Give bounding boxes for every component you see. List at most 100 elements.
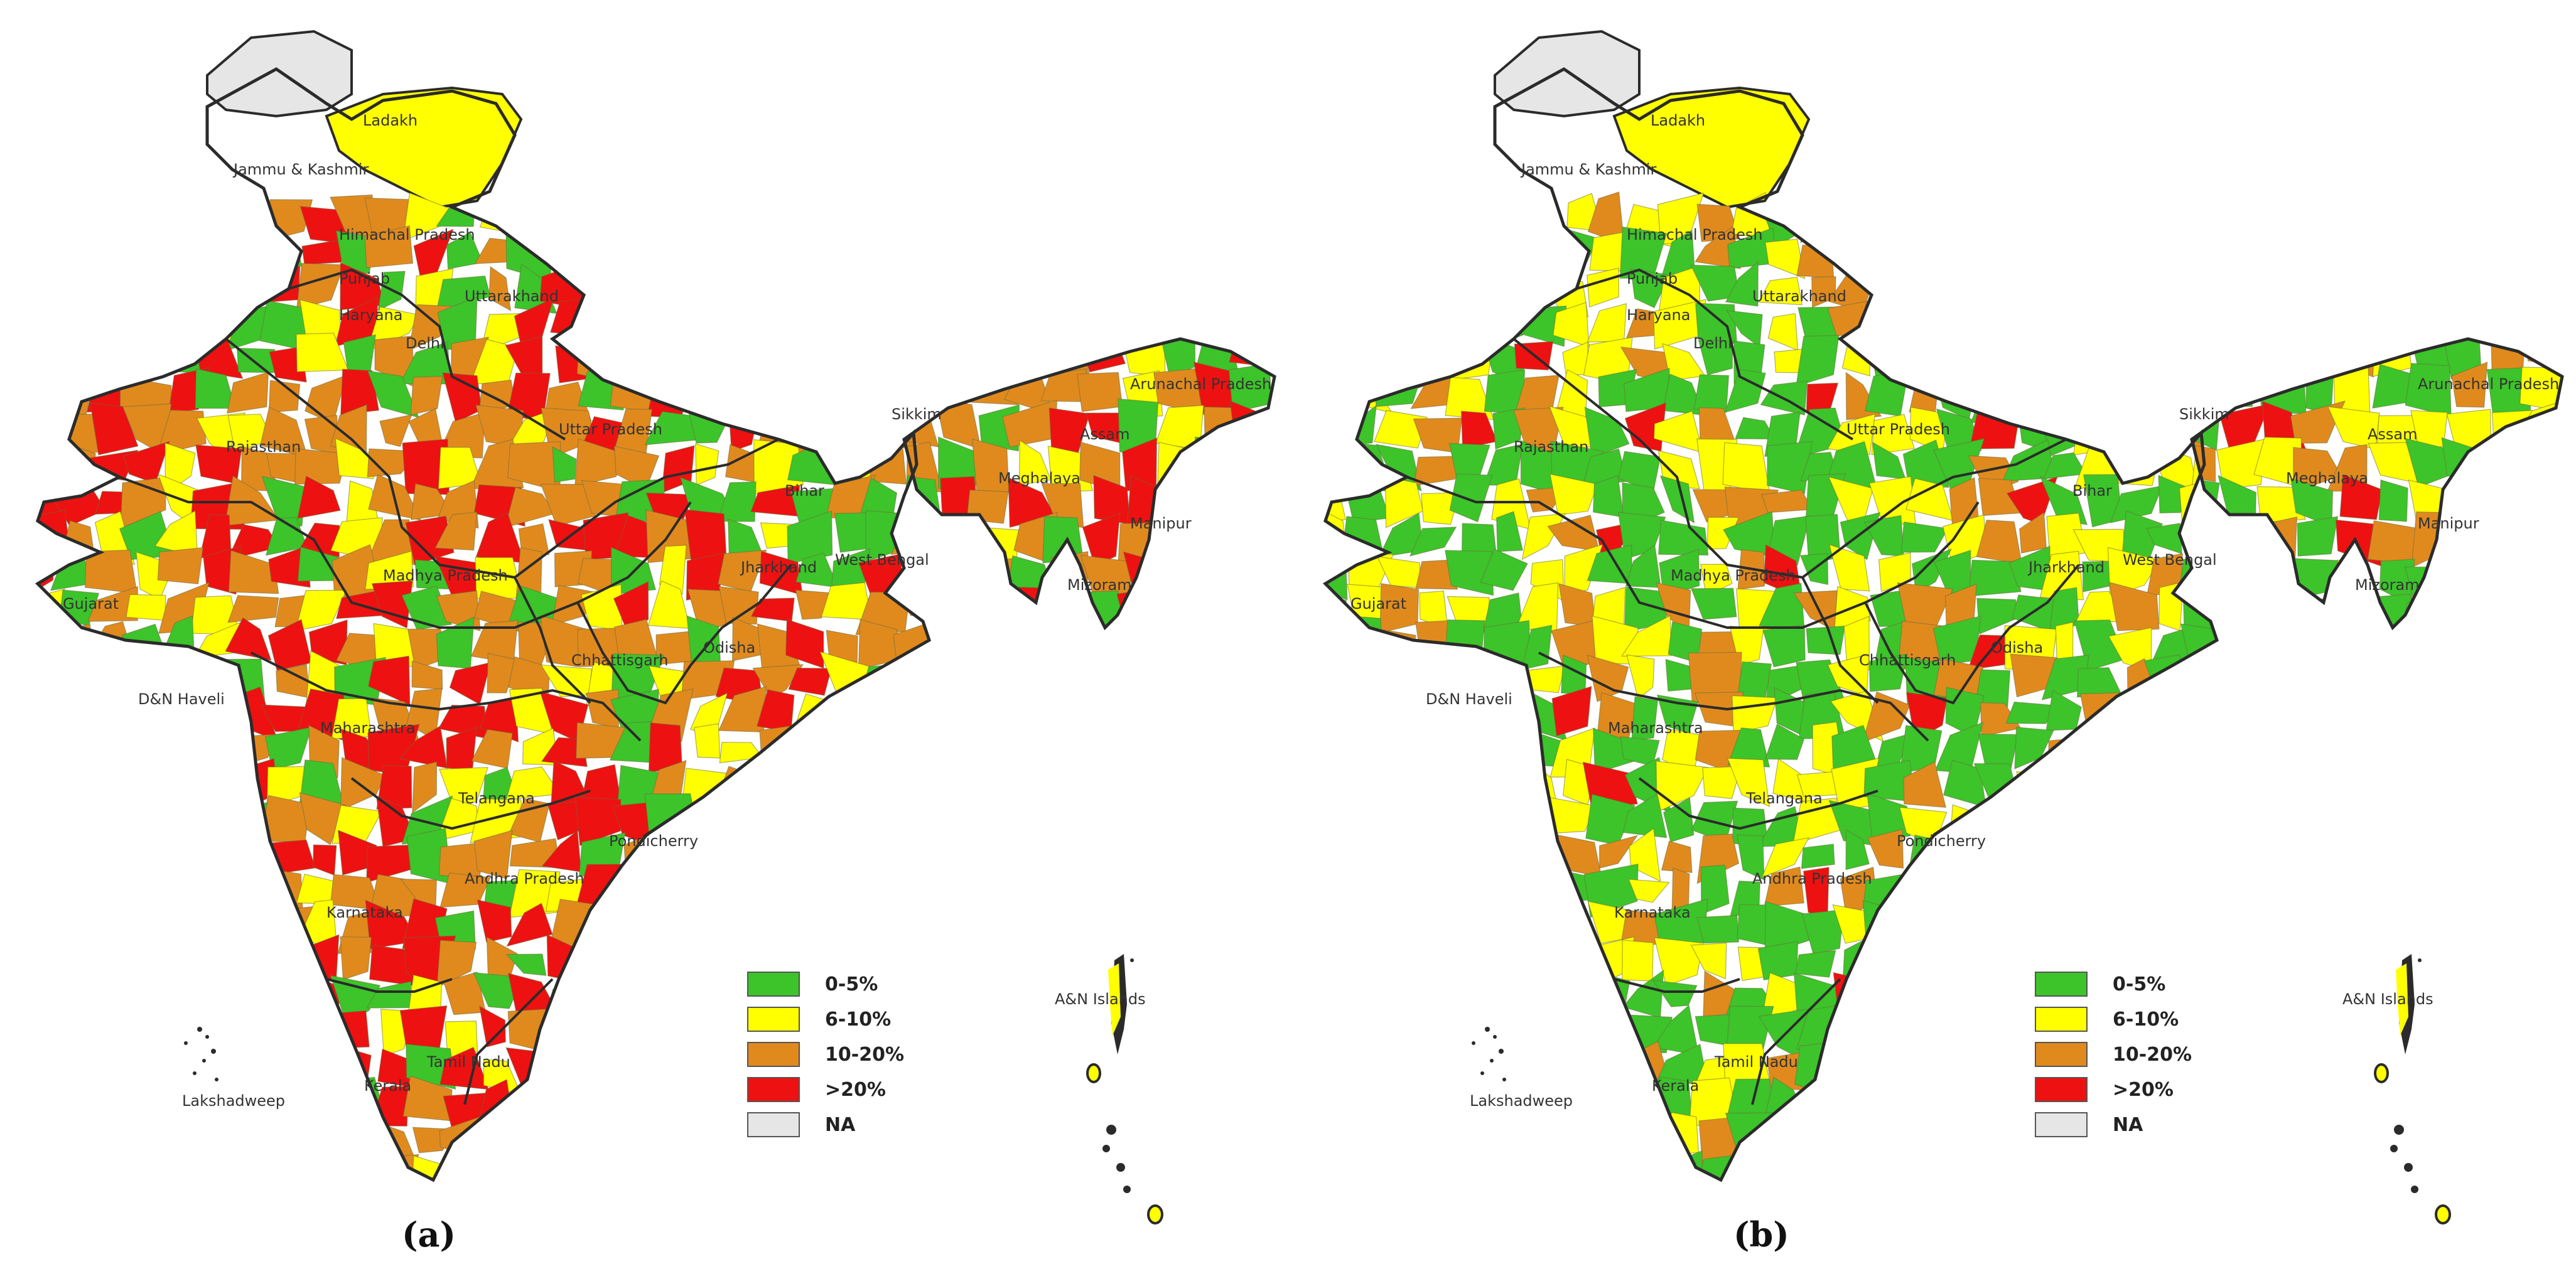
district-region <box>1325 407 1359 454</box>
district-region <box>1337 1093 1393 1127</box>
district-region <box>1905 1048 1953 1092</box>
label-sikkim: Sikkim <box>892 405 942 423</box>
district-region <box>448 1157 492 1180</box>
district-region <box>1376 336 1428 379</box>
district-region <box>1866 190 1910 229</box>
lakshadweep-islands <box>184 1027 218 1081</box>
district-region <box>687 331 719 389</box>
district-region <box>716 269 767 313</box>
district-region <box>1325 869 1353 918</box>
district-region <box>821 692 866 743</box>
district-region <box>1477 734 1529 773</box>
district-region <box>88 621 137 668</box>
district-region <box>1631 696 1658 741</box>
district-region <box>129 725 168 775</box>
district-region <box>1414 761 1458 810</box>
district-region <box>1339 869 1393 906</box>
district-region <box>1452 1056 1492 1086</box>
district-region <box>1767 313 1798 351</box>
district-region <box>237 228 268 281</box>
district-region <box>122 943 171 989</box>
district-region <box>473 830 513 879</box>
district-region <box>649 1005 701 1050</box>
label-madhya-pradesh: Madhya Pradesh <box>1671 567 1796 584</box>
district-region <box>1230 549 1275 599</box>
district-region <box>967 339 1014 378</box>
district-region <box>193 795 244 840</box>
district-region <box>862 868 904 906</box>
district-region <box>38 227 59 277</box>
district-region <box>296 1049 347 1086</box>
district-region <box>894 343 929 378</box>
district-region <box>787 267 839 304</box>
district-region <box>92 334 139 373</box>
district-region <box>477 899 512 943</box>
district-region <box>856 728 910 773</box>
district-region <box>2378 479 2408 522</box>
label-uttarakhand: Uttarakhand <box>1752 287 1846 305</box>
district-region <box>723 191 771 243</box>
district-region <box>236 840 271 882</box>
district-region <box>1192 591 1242 628</box>
district-region <box>38 830 66 873</box>
district-region <box>63 1088 105 1125</box>
district-region <box>612 875 654 904</box>
district-region <box>61 276 100 316</box>
label-madhya-pradesh: Madhya Pradesh <box>383 567 508 584</box>
district-region <box>2111 262 2152 303</box>
legend-swatch <box>2035 1077 2088 1102</box>
district-region <box>2253 517 2298 561</box>
district-region <box>1519 901 1565 951</box>
district-region <box>38 1019 65 1052</box>
district-region <box>1796 335 1840 387</box>
district-region <box>1444 304 1484 350</box>
district-region <box>1442 703 1492 743</box>
district-region <box>62 980 95 1021</box>
district-region <box>1798 1111 1835 1159</box>
district-region <box>2491 410 2533 442</box>
district-region <box>54 690 99 741</box>
district-region <box>204 272 242 315</box>
district-region <box>1937 269 1986 314</box>
district-region <box>38 801 65 850</box>
na-region <box>206 29 353 118</box>
district-region <box>2080 874 2128 916</box>
district-region <box>38 316 66 350</box>
district-region <box>2074 1151 2121 1180</box>
district-region <box>268 380 301 413</box>
district-region <box>1442 226 1484 274</box>
district-region <box>2125 404 2158 457</box>
district-region <box>120 842 173 869</box>
district-region <box>67 1164 106 1180</box>
district-region <box>1376 1091 1416 1132</box>
district-region <box>1229 339 1275 369</box>
ladakh-region <box>325 86 523 209</box>
district-region <box>411 660 443 690</box>
district-region <box>158 835 204 874</box>
district-region <box>1661 1150 1703 1180</box>
district-region <box>57 1120 99 1158</box>
district-region <box>2084 299 2125 343</box>
label-jharkhand: Jharkhand <box>2027 559 2104 576</box>
district-region <box>622 331 663 380</box>
district-region <box>897 1005 929 1049</box>
legend-item: NA <box>747 1107 904 1142</box>
district-region <box>1972 1076 2020 1126</box>
district-region <box>2039 475 2088 525</box>
district-region <box>2327 589 2379 628</box>
district-region <box>1523 1018 1568 1060</box>
legend-item: 10-20% <box>2035 1037 2192 1072</box>
district-region <box>158 764 208 811</box>
district-region <box>1337 1147 1385 1180</box>
district-region <box>340 757 386 812</box>
district-region <box>1325 616 1346 660</box>
district-region <box>1599 835 1639 869</box>
district-region <box>1077 372 1123 412</box>
district-region <box>725 376 760 404</box>
district-region <box>1163 591 1200 628</box>
district-region <box>509 193 558 228</box>
district-region <box>1377 865 1411 911</box>
district-region <box>1448 827 1487 883</box>
district-region <box>790 1164 839 1180</box>
district-region <box>57 348 91 388</box>
